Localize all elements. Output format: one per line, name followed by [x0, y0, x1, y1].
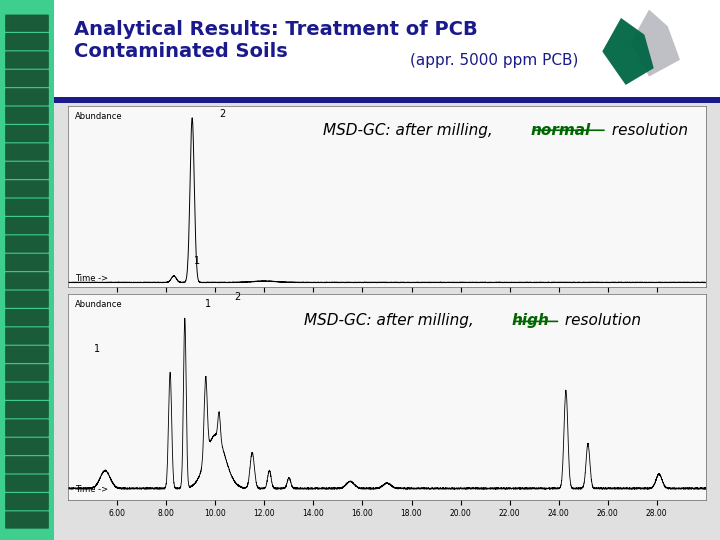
FancyBboxPatch shape — [5, 106, 49, 124]
Text: 2: 2 — [234, 293, 240, 302]
FancyBboxPatch shape — [5, 327, 49, 345]
FancyBboxPatch shape — [5, 180, 49, 198]
Text: 1: 1 — [94, 344, 100, 354]
Text: high: high — [511, 313, 549, 328]
FancyBboxPatch shape — [5, 346, 49, 363]
Text: Abundance: Abundance — [75, 112, 122, 121]
FancyBboxPatch shape — [5, 15, 49, 32]
FancyBboxPatch shape — [5, 125, 49, 142]
FancyBboxPatch shape — [5, 382, 49, 400]
FancyBboxPatch shape — [5, 364, 49, 381]
Text: resolution: resolution — [607, 123, 688, 138]
FancyBboxPatch shape — [5, 199, 49, 216]
Text: 1: 1 — [205, 299, 212, 309]
FancyBboxPatch shape — [5, 70, 49, 87]
FancyBboxPatch shape — [5, 309, 49, 326]
FancyBboxPatch shape — [5, 272, 49, 289]
Text: 1: 1 — [194, 256, 200, 266]
FancyBboxPatch shape — [5, 162, 49, 179]
Text: MSD-GC: after milling,: MSD-GC: after milling, — [323, 123, 498, 138]
Text: resolution: resolution — [560, 313, 642, 328]
FancyBboxPatch shape — [5, 511, 49, 529]
FancyBboxPatch shape — [5, 235, 49, 253]
Text: Time ->: Time -> — [75, 274, 108, 283]
Text: 2: 2 — [220, 109, 225, 119]
FancyBboxPatch shape — [5, 144, 49, 161]
FancyBboxPatch shape — [5, 493, 49, 510]
FancyBboxPatch shape — [5, 291, 49, 308]
Polygon shape — [602, 18, 654, 85]
Text: Abundance: Abundance — [75, 300, 122, 309]
FancyBboxPatch shape — [5, 401, 49, 418]
Text: Time ->: Time -> — [75, 485, 108, 495]
Text: MSD-GC: after milling,: MSD-GC: after milling, — [304, 313, 479, 328]
FancyBboxPatch shape — [5, 438, 49, 455]
FancyBboxPatch shape — [5, 456, 49, 474]
FancyBboxPatch shape — [5, 33, 49, 50]
Text: Analytical Results: Treatment of PCB
Contaminated Soils: Analytical Results: Treatment of PCB Con… — [74, 21, 478, 62]
FancyBboxPatch shape — [5, 475, 49, 492]
Text: normal: normal — [531, 123, 591, 138]
FancyBboxPatch shape — [5, 420, 49, 437]
FancyBboxPatch shape — [5, 217, 49, 234]
FancyBboxPatch shape — [5, 254, 49, 271]
Polygon shape — [631, 10, 680, 77]
Text: (appr. 5000 ppm PCB): (appr. 5000 ppm PCB) — [410, 53, 579, 68]
FancyBboxPatch shape — [5, 88, 49, 105]
FancyBboxPatch shape — [5, 51, 49, 69]
